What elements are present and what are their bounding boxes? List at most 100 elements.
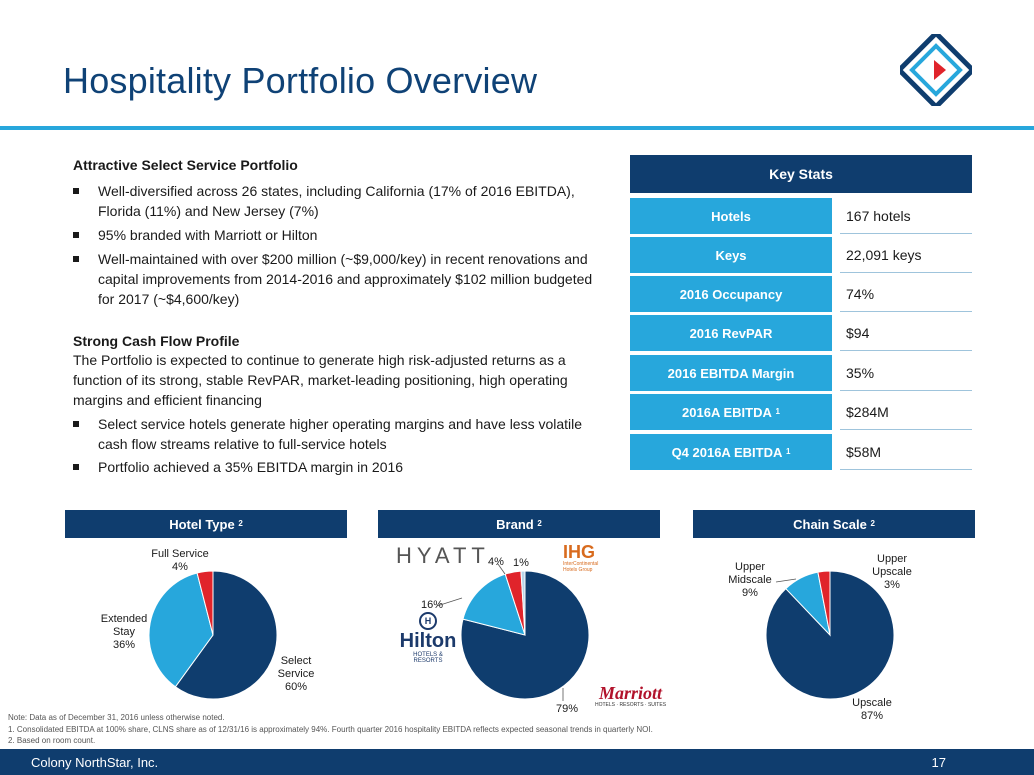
cash-flow-paragraph: The Portfolio is expected to continue to… — [73, 352, 568, 408]
ihg-logo: IHG InterContinental Hotels Group — [563, 543, 607, 573]
label-pct: 60% — [284, 681, 308, 693]
ihg-tagline: InterContinental Hotels Group — [563, 561, 599, 573]
marriott-tagline: HOTELS · RESORTS · SUITES — [595, 702, 667, 708]
bullet-marker — [73, 464, 79, 470]
page-number: 17 — [931, 755, 946, 770]
bullet-text: 95% branded with Marriott or Hilton — [98, 227, 318, 243]
stat-label-occupancy: 2016 Occupancy — [630, 276, 832, 312]
footer-company-name: Colony NorthStar, Inc. — [31, 755, 159, 770]
footer-bar: Colony NorthStar, Inc. 17 — [0, 749, 1034, 775]
chart-header-chain-scale: Chain Scale 2 — [693, 510, 975, 538]
label-select-service: Select Service 60% — [268, 655, 324, 694]
pie-slice-hilton — [462, 573, 526, 636]
pie-slice-select-service — [174, 570, 278, 700]
stat-label-text: Keys — [715, 247, 747, 263]
section-heading-select-service: Attractive Select Service Portfolio — [73, 157, 298, 173]
chain-scale-pie-chart — [765, 570, 895, 700]
stat-value-keys: 22,091 keys — [840, 237, 972, 273]
bullet-marker — [73, 232, 79, 238]
hotel-type-pie-chart — [148, 570, 278, 700]
stat-value-occupancy: 74% — [840, 276, 972, 312]
marriott-wordmark: Marriott — [599, 683, 663, 703]
pie-slice-full-service — [196, 570, 214, 636]
stat-label-text: Hotels — [711, 208, 751, 224]
title-rule — [0, 126, 1034, 130]
label-text: Upper — [877, 553, 907, 565]
label-text: Service — [277, 668, 315, 680]
data-note: Note: Data as of December 31, 2016 unles… — [8, 713, 225, 722]
hyatt-logo: HYATT — [396, 543, 490, 568]
pie-slice-hyatt — [520, 570, 526, 636]
label-text: Upscale — [872, 566, 912, 578]
brand-pie-chart — [460, 570, 590, 700]
label-full-service: Full Service 4% — [148, 548, 212, 574]
stat-value-ebitda: $284M — [840, 394, 972, 430]
footnote-2: 2. Based on room count. — [8, 736, 96, 745]
pie-slice-extended-stay — [148, 572, 214, 688]
chart-header-text: Hotel Type — [169, 516, 235, 532]
stat-label-text: 2016 Occupancy — [679, 286, 783, 302]
label-text: Select — [280, 655, 312, 667]
label-extended-stay: Extended Stay 36% — [94, 613, 154, 652]
label-ihg-pct: 4% — [488, 556, 504, 568]
bullet-marker — [73, 188, 79, 194]
bullet-marker — [73, 256, 79, 262]
bullet-item: Select service hotels generate higher op… — [73, 414, 593, 454]
label-text: Upscale — [852, 697, 892, 709]
stat-label-ebitda: 2016A EBITDA 1 — [630, 394, 832, 430]
label-text: Extended — [100, 613, 148, 625]
stat-label-ebitda-margin: 2016 EBITDA Margin — [630, 355, 832, 391]
label-marriott-pct: 79% — [556, 703, 579, 715]
bullet-text: Portfolio achieved a 35% EBITDA margin i… — [98, 459, 404, 475]
bullet-item: Portfolio achieved a 35% EBITDA margin i… — [73, 457, 593, 477]
label-text: Midscale — [728, 574, 772, 586]
stat-value-hotels: 167 hotels — [840, 198, 972, 234]
stat-label-text: 2016 RevPAR — [689, 325, 773, 341]
label-pct: 9% — [742, 587, 758, 599]
hilton-logo: H Hilton HOTELS & RESORTS — [398, 612, 458, 664]
label-pct: 36% — [112, 639, 136, 651]
bullet-item: Well-maintained with over $200 million (… — [73, 249, 593, 309]
label-upscale: Upscale 87% — [844, 697, 900, 723]
chart-header-hotel-type: Hotel Type 2 — [65, 510, 347, 538]
section-heading-cash-flow: Strong Cash Flow Profile — [73, 333, 240, 349]
stat-label-revpar: 2016 RevPAR — [630, 315, 832, 351]
marriott-logo: Marriott HOTELS · RESORTS · SUITES — [595, 684, 666, 708]
bullet-text: Select service hotels generate higher op… — [98, 416, 583, 452]
stat-label-text: 2016 EBITDA Margin — [667, 365, 795, 381]
stat-label-keys: Keys — [630, 237, 832, 273]
label-pct: 3% — [884, 579, 900, 591]
label-text: Stay — [112, 626, 135, 638]
label-hilton-pct: 16% — [421, 599, 444, 611]
stat-label-text: 2016A EBITDA — [682, 404, 772, 420]
chart-header-text: Brand — [496, 516, 534, 532]
label-upper-midscale: Upper Midscale 9% — [720, 561, 780, 600]
page-title: Hospitality Portfolio Overview — [63, 60, 538, 101]
bullet-item: 95% branded with Marriott or Hilton — [73, 225, 593, 245]
stat-value-revpar: $94 — [840, 315, 972, 351]
hilton-tagline: HOTELS & RESORTS — [413, 652, 443, 664]
label-upper-upscale: Upper Upscale 3% — [862, 553, 922, 592]
stat-label-q4-ebitda: Q4 2016A EBITDA 1 — [630, 434, 832, 470]
label-pct: 4% — [172, 561, 188, 573]
label-pct: 87% — [860, 710, 884, 722]
hilton-wordmark: Hilton — [399, 630, 457, 652]
pie-slice-upper-upscale — [817, 570, 831, 636]
footnote-1: 1. Consolidated EBITDA at 100% share, CL… — [8, 725, 653, 734]
bullet-item: Well-diversified across 26 states, inclu… — [73, 181, 593, 221]
label-text: Upper — [735, 561, 765, 573]
bullet-text: Well-diversified across 26 states, inclu… — [98, 183, 575, 219]
chart-header-text: Chain Scale — [793, 516, 867, 532]
hilton-emblem-icon: H — [419, 612, 437, 630]
stat-value-q4-ebitda: $58M — [840, 434, 972, 470]
stat-value-ebitda-margin: 35% — [840, 355, 972, 391]
bullet-text: Well-maintained with over $200 million (… — [98, 251, 593, 307]
chart-header-brand: Brand 2 — [378, 510, 660, 538]
company-logo — [900, 34, 972, 106]
stat-label-text: Q4 2016A EBITDA — [671, 444, 783, 460]
stat-label-hotels: Hotels — [630, 198, 832, 234]
key-stats-header: Key Stats — [630, 155, 972, 193]
ihg-wordmark: IHG — [563, 542, 596, 562]
bullet-marker — [73, 421, 79, 427]
label-text: Full Service — [151, 548, 209, 560]
